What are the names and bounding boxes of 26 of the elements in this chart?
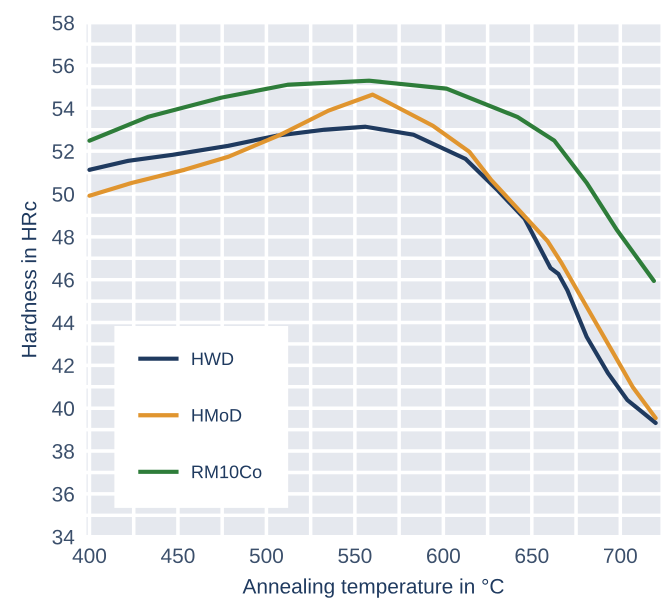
y-tick-label: 52	[52, 144, 74, 159]
y-axis-title: Hardness in HRc	[21, 202, 36, 357]
y-tick-label: 50	[52, 187, 74, 202]
line-series	[87, 78, 656, 284]
y-tick-label: 34	[52, 530, 74, 544]
x-tick-label: 400	[72, 548, 106, 564]
y-tick-label: 56	[52, 58, 74, 74]
y-tick-label: 48	[52, 230, 74, 245]
legend-label: HMoD	[192, 409, 242, 422]
y-tick-label: 58	[52, 16, 74, 30]
y-tick-label: 44	[52, 316, 74, 330]
x-tick-label: 650	[516, 548, 548, 564]
y-tick-label: 40	[52, 401, 74, 416]
y-tick-label: 36	[52, 486, 74, 502]
x-tick-label: 600	[427, 548, 460, 564]
x-tick-label: 450	[161, 548, 195, 564]
x-axis-title: Annealing temperature in °C	[242, 578, 504, 598]
y-tick-label: 46	[52, 272, 74, 288]
y-tick-label: 42	[52, 358, 74, 373]
legend-label: RM10Co	[192, 466, 262, 478]
y-tick-label: 38	[52, 444, 74, 459]
legend-label: HWD	[192, 352, 234, 365]
x-tick-label: 700	[604, 548, 637, 564]
y-tick-label: 54	[52, 102, 74, 116]
x-tick-label: 550	[338, 548, 372, 564]
x-tick-label: 500	[250, 548, 283, 564]
